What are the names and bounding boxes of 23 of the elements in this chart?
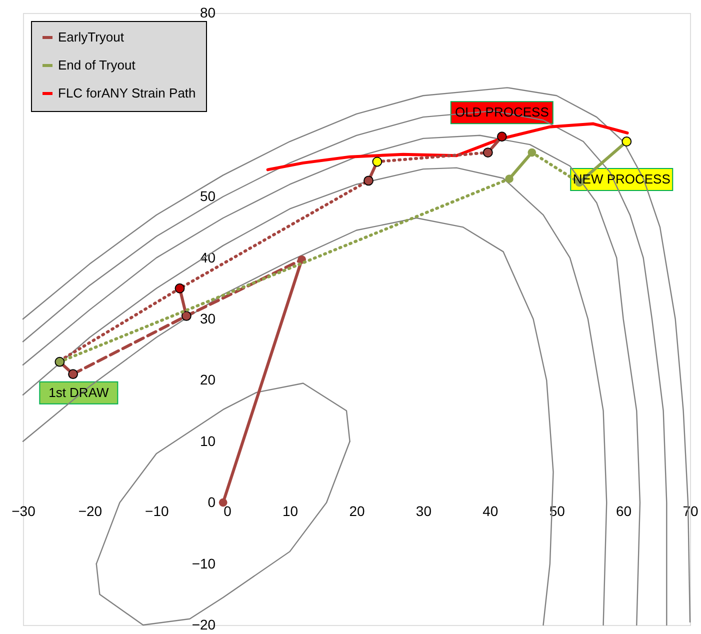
annotation: NEW PROCESS [572,172,671,187]
x-tick-label: 60 [616,503,632,520]
annotation: OLD PROCESS [454,104,550,120]
y-tick-label: −10 [192,555,216,572]
y-tick-label: −20 [192,616,216,632]
x-tick-label: 50 [549,503,566,520]
x-tick-label: 40 [482,503,498,520]
y-tick-label: 30 [200,310,216,326]
x-tick-label: −10 [145,503,169,520]
legend-label: End of Tryout [58,58,136,72]
x-tick-label: 20 [349,503,365,520]
x-tick-label: 30 [416,503,432,520]
x-tick-label: −30 [12,503,36,520]
annotation: 1st DRAW [48,384,110,400]
x-tick-label: 0 [224,503,232,520]
legend-label: EarlyTryout [58,30,124,44]
y-tick-label: 50 [200,188,216,204]
x-tick-label: 10 [282,503,298,520]
x-tick-label: −20 [78,503,102,520]
y-tick-label: 20 [200,372,216,388]
y-tick-label: 10 [200,432,216,449]
y-tick-label: 80 [200,4,216,20]
legend-label: FLC forANY Strain Path [58,86,196,100]
